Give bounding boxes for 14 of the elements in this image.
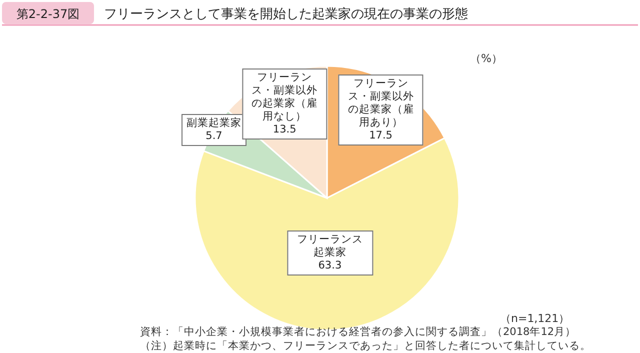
data-label: 63.3: [317, 260, 343, 273]
data-label: 13.5: [272, 124, 298, 137]
slice-label: フリーランス起業家: [296, 234, 364, 260]
text: 第2-2-37図: [16, 7, 80, 21]
slice-label: 副業起業家: [186, 116, 242, 130]
text: 資料：「中小企業・小規模事業者における経営者の参入に関する調査」（2018年12月）: [140, 325, 576, 338]
slice-label: フリーランス・副業以外の起業家（雇用あり）: [346, 78, 415, 130]
text: （%）: [470, 52, 502, 65]
chart-title: フリーランスとして事業を開始した起業家の現在の事業の形態: [104, 6, 468, 22]
slice-label: フリーランス・副業以外の起業家（雇用なし）: [250, 72, 319, 124]
data-label: 17.5: [368, 130, 394, 143]
text: （n=1,121）: [500, 312, 570, 325]
text: （注）起業時に「本業かつ、フリーランスであった」と回答した者について集計している。: [140, 339, 591, 352]
data-label: 5.7: [204, 130, 224, 143]
